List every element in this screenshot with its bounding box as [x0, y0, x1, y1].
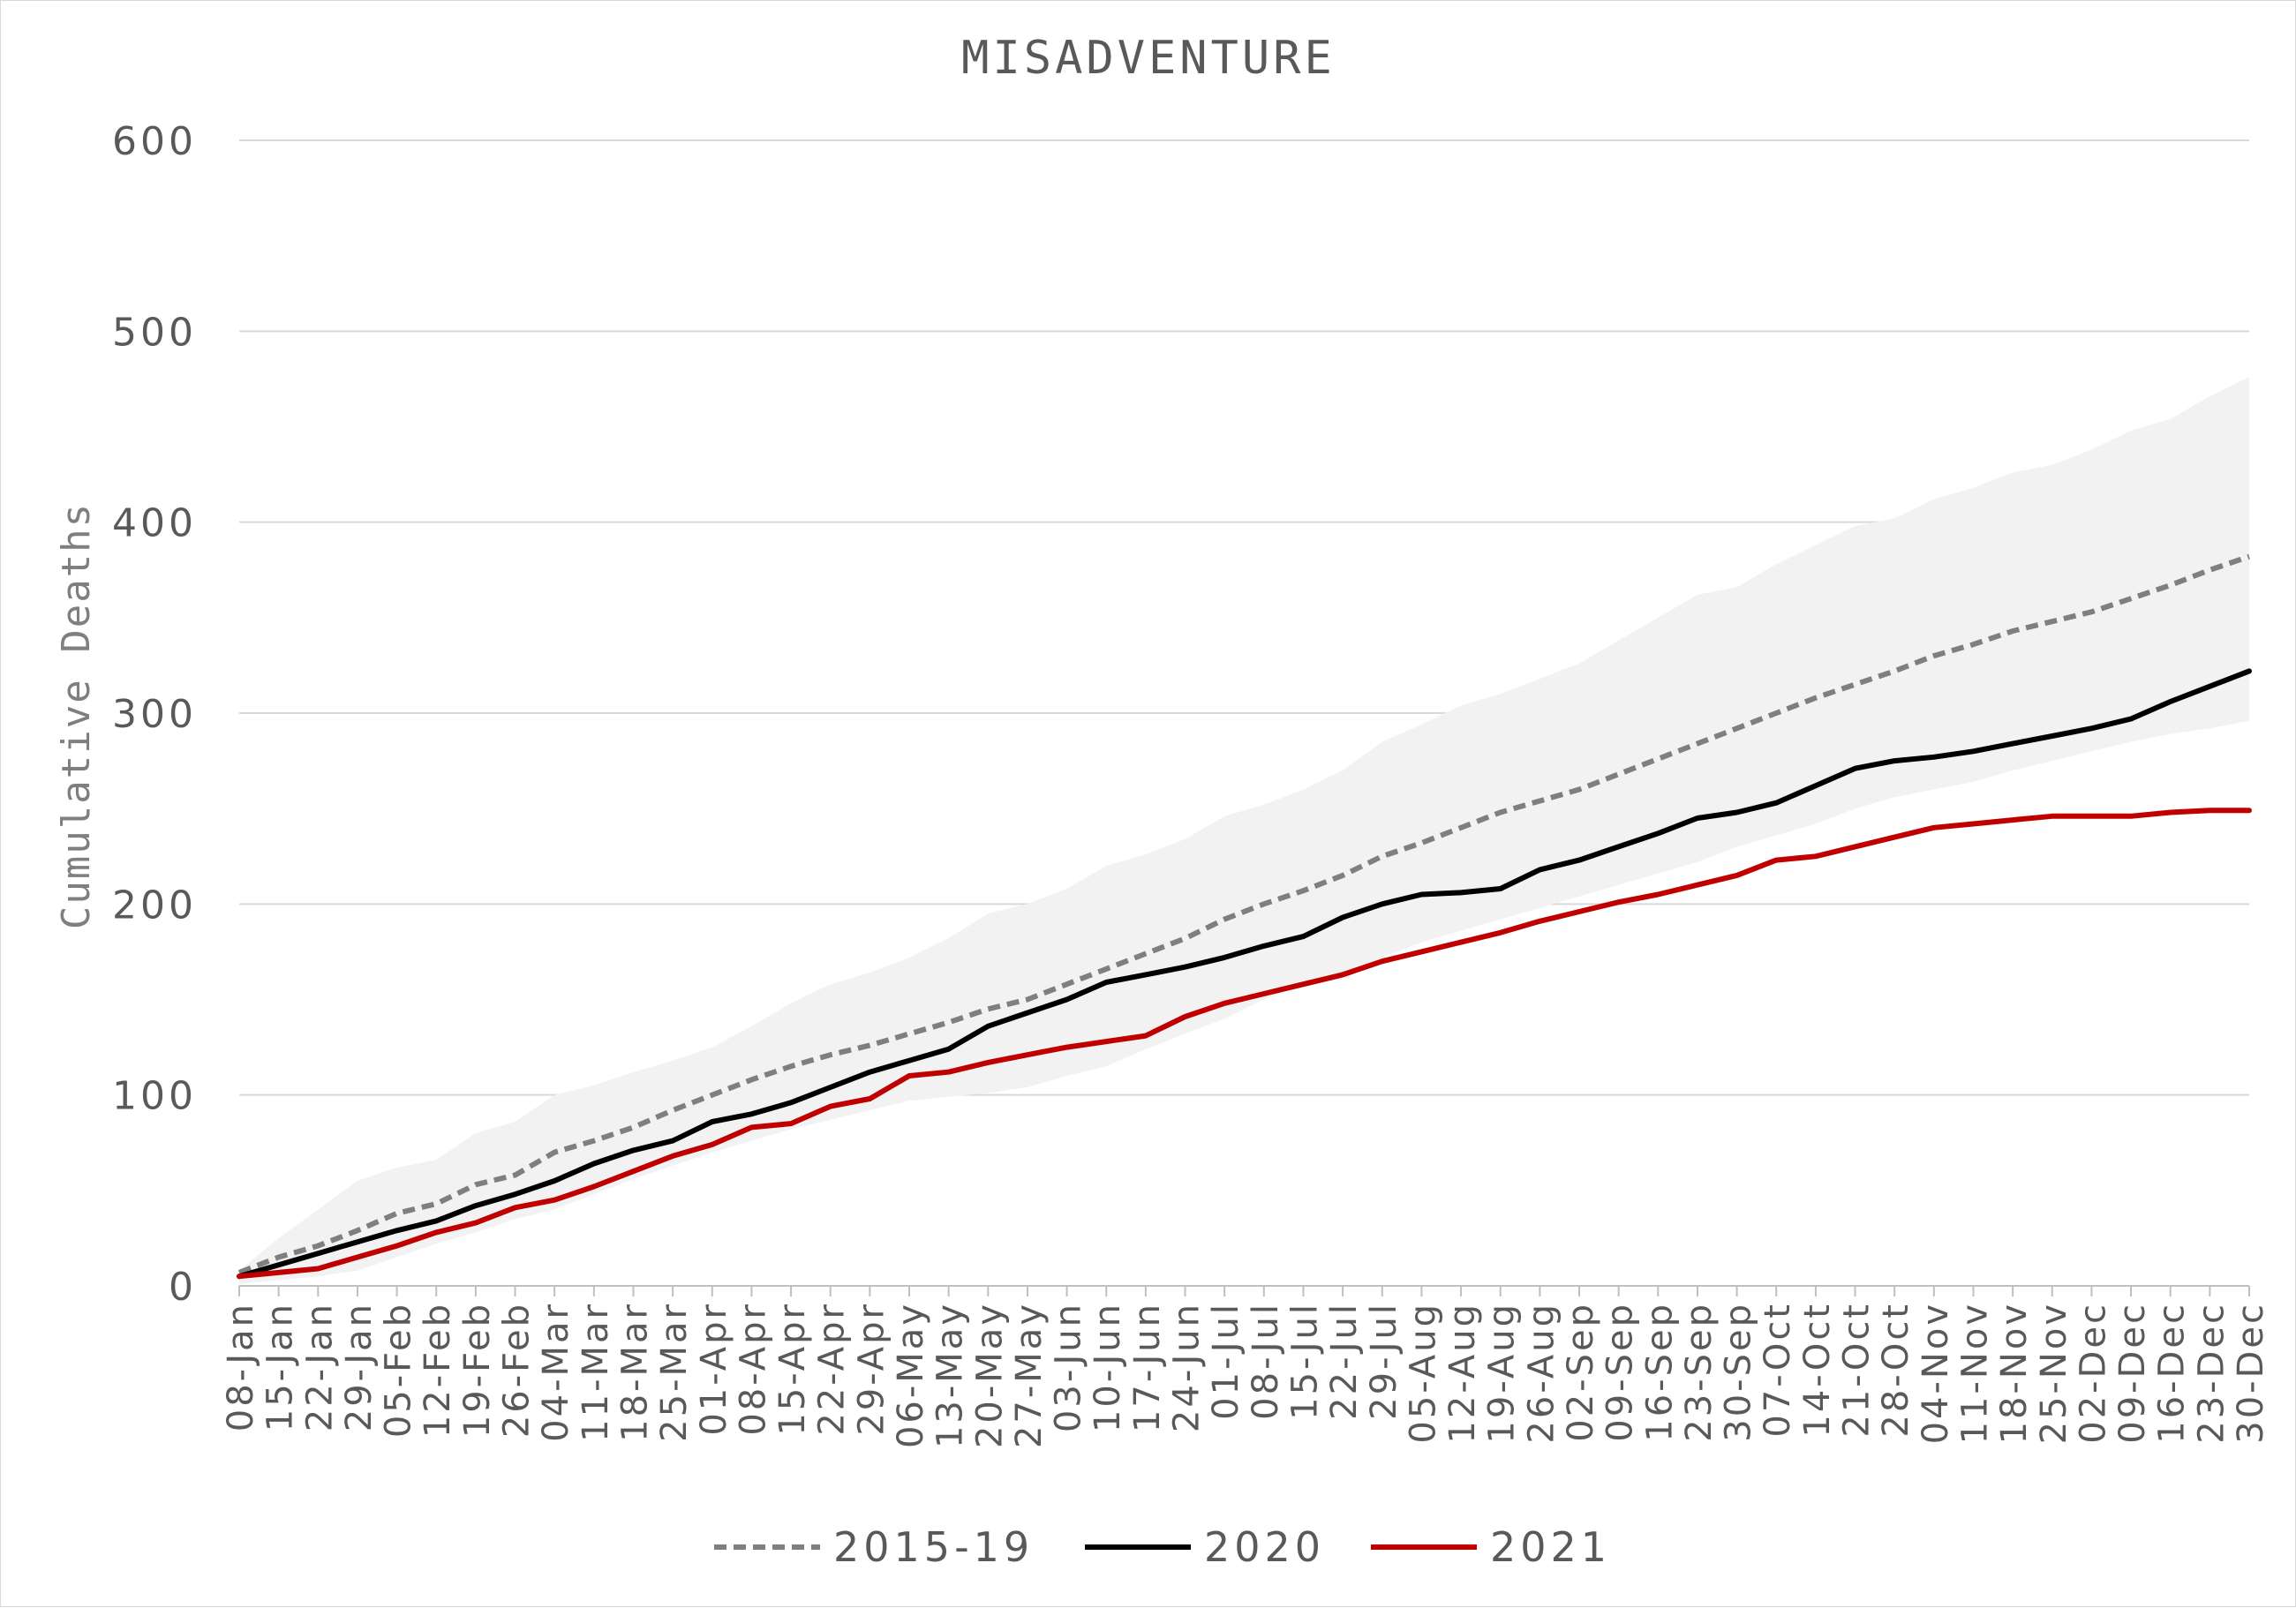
- x-tick-label: 08-Jul: [1246, 1302, 1286, 1420]
- x-tick-label: 30-Sep: [1719, 1302, 1759, 1442]
- x-tick-label: 18-Mar: [615, 1302, 656, 1442]
- x-tick-label: 24-Jun: [1167, 1302, 1208, 1432]
- x-tick-label: 23-Sep: [1679, 1302, 1720, 1442]
- y-tick-label: 600: [112, 119, 197, 164]
- range-band: [239, 377, 2249, 1284]
- legend: 2015-19 2020 2021: [714, 1523, 1611, 1571]
- x-tick-label: 30-Dec: [2231, 1302, 2271, 1444]
- x-tick-label: 15-Apr: [772, 1302, 813, 1436]
- series-line-2021: [237, 808, 2252, 1280]
- legend-label-2021: 2021: [1490, 1523, 1611, 1571]
- x-tick-label: 05-Aug: [1403, 1302, 1443, 1444]
- y-tick-label: 300: [112, 692, 197, 737]
- x-tick-label: 18-Nov: [1994, 1302, 2035, 1444]
- y-tick-label: 400: [112, 501, 197, 546]
- x-tick-label: 11-Mar: [576, 1302, 616, 1442]
- x-tick-label: 06-May: [891, 1302, 931, 1448]
- x-tick-label: 03-Jun: [1049, 1302, 1089, 1432]
- x-tick-label: 23-Dec: [2191, 1302, 2232, 1444]
- y-tick-label: 500: [112, 310, 197, 355]
- x-tick-label: 13-May: [930, 1302, 971, 1448]
- x-tick-label: 25-Mar: [654, 1302, 695, 1442]
- x-tick-label: 26-Aug: [1521, 1302, 1562, 1444]
- chart-title: MISADVENTURE: [961, 32, 1336, 85]
- x-tick-label: 20-May: [969, 1302, 1010, 1448]
- x-tick-label: 12-Aug: [1442, 1302, 1483, 1444]
- x-tick-label: 04-Nov: [1916, 1302, 1956, 1444]
- x-tick-label: 17-Jun: [1127, 1302, 1168, 1432]
- x-tick-label: 21-Oct: [1837, 1302, 1878, 1438]
- x-tick-labels: 08-Jan15-Jan22-Jan29-Jan05-Feb12-Feb19-F…: [221, 1302, 2271, 1448]
- x-tick-label: 02-Dec: [2073, 1302, 2113, 1444]
- x-tick-label: 28-Oct: [1876, 1302, 1916, 1438]
- series-line-2015-19: [237, 553, 2250, 1275]
- x-tick-label: 02-Sep: [1561, 1302, 1601, 1442]
- legend-label-2020: 2020: [1204, 1523, 1325, 1571]
- x-tick-label: 22-Apr: [812, 1302, 853, 1436]
- x-tick-label: 11-Nov: [1955, 1302, 1996, 1444]
- x-tick-label: 09-Dec: [2112, 1302, 2153, 1444]
- x-axis: [238, 1285, 2250, 1296]
- x-tick-label: 25-Nov: [2034, 1302, 2074, 1444]
- y-axis-label: Cumulative Deaths: [54, 502, 99, 929]
- x-tick-label: 19-Feb: [457, 1302, 498, 1438]
- x-tick-label: 16-Sep: [1639, 1302, 1680, 1442]
- x-tick-label: 12-Feb: [418, 1302, 458, 1438]
- x-tick-label: 29-Apr: [851, 1302, 892, 1436]
- x-tick-label: 08-Apr: [733, 1302, 773, 1436]
- y-tick-labels: 0 100 200 300 400 500 600: [112, 119, 197, 1310]
- x-tick-label: 27-May: [1009, 1302, 1050, 1448]
- x-tick-label: 14-Oct: [1797, 1302, 1838, 1438]
- legend-label-2015-19: 2015-19: [833, 1523, 1034, 1571]
- x-tick-label: 22-Jul: [1324, 1302, 1365, 1420]
- x-tick-label: 05-Feb: [379, 1302, 419, 1438]
- series-lines: [237, 553, 2252, 1280]
- x-tick-label: 26-Feb: [497, 1302, 538, 1438]
- y-tick-label: 100: [112, 1074, 197, 1119]
- x-tick-label: 01-Apr: [694, 1302, 734, 1436]
- x-tick-label: 15-Jul: [1285, 1302, 1326, 1420]
- range-band-area: [239, 377, 2249, 1284]
- x-tick-label: 01-Jul: [1206, 1302, 1246, 1420]
- x-tick-label: 09-Sep: [1600, 1302, 1641, 1442]
- x-tick-label: 29-Jul: [1364, 1302, 1404, 1420]
- x-tick-label: 16-Dec: [2152, 1302, 2193, 1444]
- x-tick-label: 15-Jan: [260, 1302, 301, 1431]
- x-tick-label: 19-Aug: [1482, 1302, 1523, 1444]
- x-tick-label: 29-Jan: [339, 1302, 380, 1431]
- x-tick-label: 04-Mar: [536, 1302, 576, 1442]
- series-line-2020: [237, 668, 2252, 1280]
- gridlines: [239, 139, 2249, 1096]
- x-tick-label: 22-Jan: [299, 1302, 340, 1431]
- x-tick-label: 10-Jun: [1088, 1302, 1128, 1432]
- y-tick-label: 0: [169, 1265, 197, 1310]
- x-tick-label: 07-Oct: [1758, 1302, 1798, 1438]
- y-tick-label: 200: [112, 883, 197, 928]
- x-tick-label: 08-Jan: [221, 1302, 261, 1431]
